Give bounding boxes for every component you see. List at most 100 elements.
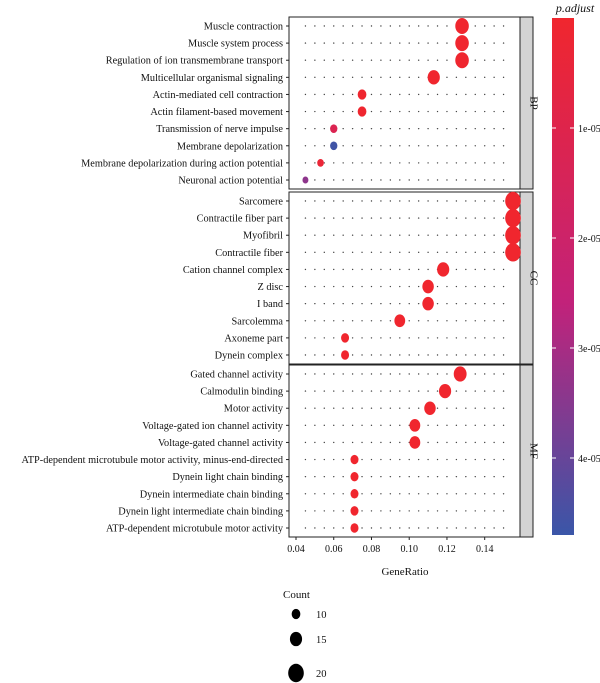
grid-dot bbox=[493, 493, 495, 495]
grid-dot bbox=[427, 354, 429, 356]
grid-dot bbox=[351, 179, 354, 181]
grid-dot bbox=[483, 179, 486, 181]
grid-dot bbox=[493, 527, 495, 529]
grid-dot bbox=[399, 268, 401, 271]
grid-dot bbox=[342, 475, 344, 478]
grid-dot bbox=[342, 145, 344, 147]
grid-dot bbox=[333, 475, 335, 478]
grid-dot bbox=[474, 527, 476, 529]
grid-dot bbox=[304, 76, 307, 79]
grid-dot bbox=[361, 337, 363, 339]
grid-dot bbox=[314, 110, 316, 113]
grid-dot bbox=[408, 302, 410, 305]
grid-dot bbox=[389, 390, 392, 392]
grid-dot bbox=[465, 320, 467, 322]
term-dot bbox=[357, 106, 367, 117]
grid-dot bbox=[417, 493, 420, 495]
grid-dot bbox=[380, 268, 382, 271]
grid-dot bbox=[455, 76, 458, 79]
grid-dot bbox=[474, 268, 476, 271]
grid-dot bbox=[314, 25, 316, 27]
grid-dot bbox=[351, 424, 354, 427]
term-dot bbox=[505, 226, 521, 245]
grid-dot bbox=[389, 217, 392, 219]
grid-dot bbox=[399, 458, 401, 461]
grid-dot bbox=[361, 268, 363, 271]
grid-dot bbox=[436, 510, 439, 512]
grid-dot bbox=[474, 179, 476, 181]
grid-dot bbox=[314, 302, 316, 305]
grid-dot bbox=[446, 285, 448, 288]
grid-dot bbox=[304, 234, 307, 236]
grid-dot bbox=[446, 179, 448, 181]
grid-dot bbox=[351, 127, 354, 130]
grid-dot bbox=[380, 441, 382, 444]
term-dot bbox=[341, 350, 350, 360]
grid-dot bbox=[380, 390, 382, 392]
grid-dot bbox=[465, 93, 467, 96]
grid-dot bbox=[380, 93, 382, 96]
grid-dot bbox=[502, 493, 505, 495]
grid-dot bbox=[304, 162, 307, 164]
color-legend-tick-label: 4e-05 bbox=[578, 454, 600, 465]
grid-dot bbox=[436, 217, 439, 219]
grid-dot bbox=[304, 217, 307, 219]
grid-dot bbox=[361, 458, 363, 461]
grid-dot bbox=[436, 373, 439, 375]
term-label: Z disc bbox=[258, 282, 284, 293]
grid-dot bbox=[417, 354, 420, 356]
grid-dot bbox=[483, 337, 486, 339]
grid-dot bbox=[399, 337, 401, 339]
grid-dot bbox=[399, 527, 401, 529]
grid-dot bbox=[465, 407, 467, 409]
grid-dot bbox=[380, 354, 382, 356]
grid-dot bbox=[342, 25, 344, 27]
grid-dot bbox=[333, 25, 335, 27]
grid-dot bbox=[483, 390, 486, 392]
grid-dot bbox=[427, 441, 429, 444]
grid-dot bbox=[455, 527, 458, 529]
grid-dot bbox=[408, 25, 410, 27]
grid-dot bbox=[361, 42, 363, 44]
grid-dot bbox=[380, 59, 382, 61]
grid-dot bbox=[351, 285, 354, 288]
grid-dot bbox=[304, 458, 307, 461]
grid-dot bbox=[351, 373, 354, 375]
grid-dot bbox=[380, 127, 382, 130]
term-dot bbox=[427, 70, 440, 85]
grid-dot bbox=[474, 285, 476, 288]
grid-dot bbox=[408, 110, 410, 113]
grid-dot bbox=[361, 407, 363, 409]
grid-dot bbox=[417, 510, 420, 512]
grid-dot bbox=[455, 145, 458, 147]
term-label: Motor activity bbox=[224, 404, 284, 415]
grid-dot bbox=[474, 424, 476, 427]
grid-dot bbox=[389, 320, 392, 322]
grid-dot bbox=[333, 527, 335, 529]
grid-dot bbox=[304, 25, 307, 27]
grid-dot bbox=[333, 268, 335, 271]
grid-dot bbox=[474, 25, 476, 27]
grid-dot bbox=[502, 179, 505, 181]
grid-dot bbox=[427, 493, 429, 495]
term-dot bbox=[409, 436, 421, 449]
grid-dot bbox=[455, 93, 458, 96]
grid-dot bbox=[323, 145, 326, 147]
grid-dot bbox=[474, 493, 476, 495]
grid-dot bbox=[417, 320, 420, 322]
grid-dot bbox=[436, 93, 439, 96]
grid-dot bbox=[323, 93, 326, 96]
grid-dot bbox=[399, 217, 401, 219]
grid-dot bbox=[408, 127, 410, 130]
term-dot bbox=[330, 124, 338, 133]
grid-dot bbox=[389, 145, 392, 147]
grid-dot bbox=[465, 302, 467, 305]
grid-dot bbox=[370, 59, 373, 61]
grid-dot bbox=[370, 337, 373, 339]
grid-dot bbox=[342, 458, 344, 461]
term-label: Contractile fiber bbox=[215, 248, 283, 259]
grid-dot bbox=[465, 424, 467, 427]
grid-dot bbox=[323, 59, 326, 61]
grid-dot bbox=[465, 337, 467, 339]
grid-dot bbox=[323, 217, 326, 219]
